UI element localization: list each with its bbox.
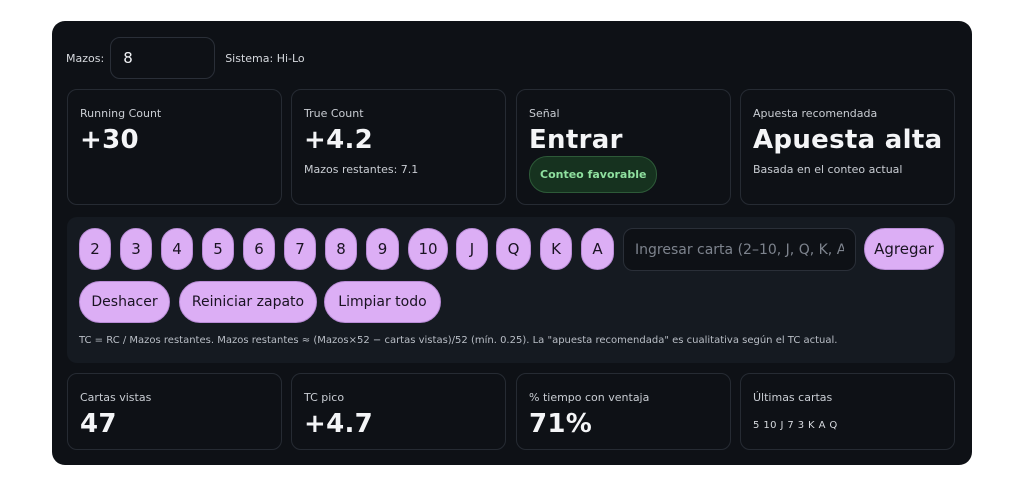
peak-tc-label: TC pico bbox=[304, 391, 345, 404]
undo-button[interactable]: Deshacer bbox=[79, 281, 170, 323]
last-cards-list: 5 10 J 7 3 K A Q bbox=[753, 420, 838, 431]
peak-tc-card: TC pico +4.7 bbox=[291, 373, 506, 450]
signal-value: Entrar bbox=[529, 125, 623, 155]
cards-seen-value: 47 bbox=[80, 409, 117, 439]
card-input[interactable] bbox=[623, 228, 856, 271]
decks-input[interactable] bbox=[110, 37, 216, 79]
card-button-3[interactable]: 3 bbox=[120, 228, 152, 270]
bet-sub: Basada en el conteo actual bbox=[753, 163, 903, 176]
card-button-7[interactable]: 7 bbox=[284, 228, 316, 270]
card-entry-section: 2 3 4 5 6 7 8 9 10 J Q K A Agregar Desha… bbox=[67, 217, 955, 363]
advantage-time-value: 71% bbox=[529, 409, 593, 439]
system-label: Sistema: Hi-Lo bbox=[225, 51, 305, 65]
card-button-k[interactable]: K bbox=[540, 228, 572, 270]
running-count-card: Running Count +30 bbox=[67, 89, 282, 205]
last-cards-label: Últimas cartas bbox=[753, 391, 833, 404]
card-button-6[interactable]: 6 bbox=[243, 228, 275, 270]
card-button-4[interactable]: 4 bbox=[161, 228, 193, 270]
cards-seen-card: Cartas vistas 47 bbox=[67, 373, 282, 450]
counter-panel: Mazos: Sistema: Hi-Lo Running Count +30 … bbox=[52, 21, 972, 465]
card-button-q[interactable]: Q bbox=[496, 228, 531, 270]
favorable-badge: Conteo favorable bbox=[529, 156, 658, 193]
add-button[interactable]: Agregar bbox=[864, 228, 944, 270]
bet-card: Apuesta recomendada Apuesta alta Basada … bbox=[740, 89, 955, 205]
card-button-a[interactable]: A bbox=[581, 228, 614, 270]
true-count-label: True Count bbox=[304, 107, 364, 120]
card-button-9[interactable]: 9 bbox=[366, 228, 399, 270]
decks-label: Mazos: bbox=[66, 51, 105, 65]
peak-tc-value: +4.7 bbox=[304, 409, 374, 439]
bet-value: Apuesta alta bbox=[753, 125, 943, 155]
signal-card: Señal Entrar Conteo favorable bbox=[516, 89, 731, 205]
card-button-5[interactable]: 5 bbox=[202, 228, 234, 270]
formula-note: TC = RC / Mazos restantes. Mazos restant… bbox=[79, 335, 838, 346]
true-count-value: +4.2 bbox=[304, 125, 374, 155]
last-cards-card: Últimas cartas 5 10 J 7 3 K A Q bbox=[740, 373, 955, 450]
card-button-8[interactable]: 8 bbox=[325, 228, 357, 270]
reset-shoe-button[interactable]: Reiniciar zapato bbox=[179, 281, 317, 323]
card-button-2[interactable]: 2 bbox=[79, 228, 111, 270]
signal-label: Señal bbox=[529, 107, 560, 120]
settings-row: Mazos: Sistema: Hi-Lo bbox=[66, 37, 305, 79]
clear-all-button[interactable]: Limpiar todo bbox=[324, 281, 441, 323]
true-count-card: True Count +4.2 Mazos restantes: 7.1 bbox=[291, 89, 506, 205]
bet-label: Apuesta recomendada bbox=[753, 107, 878, 120]
decks-remaining-text: Mazos restantes: 7.1 bbox=[304, 163, 419, 176]
cards-seen-label: Cartas vistas bbox=[80, 391, 152, 404]
advantage-time-card: % tiempo con ventaja 71% bbox=[516, 373, 731, 450]
card-button-j[interactable]: J bbox=[456, 228, 488, 270]
advantage-time-label: % tiempo con ventaja bbox=[529, 391, 650, 404]
running-count-label: Running Count bbox=[80, 107, 162, 120]
card-button-10[interactable]: 10 bbox=[408, 228, 448, 270]
running-count-value: +30 bbox=[80, 125, 139, 155]
